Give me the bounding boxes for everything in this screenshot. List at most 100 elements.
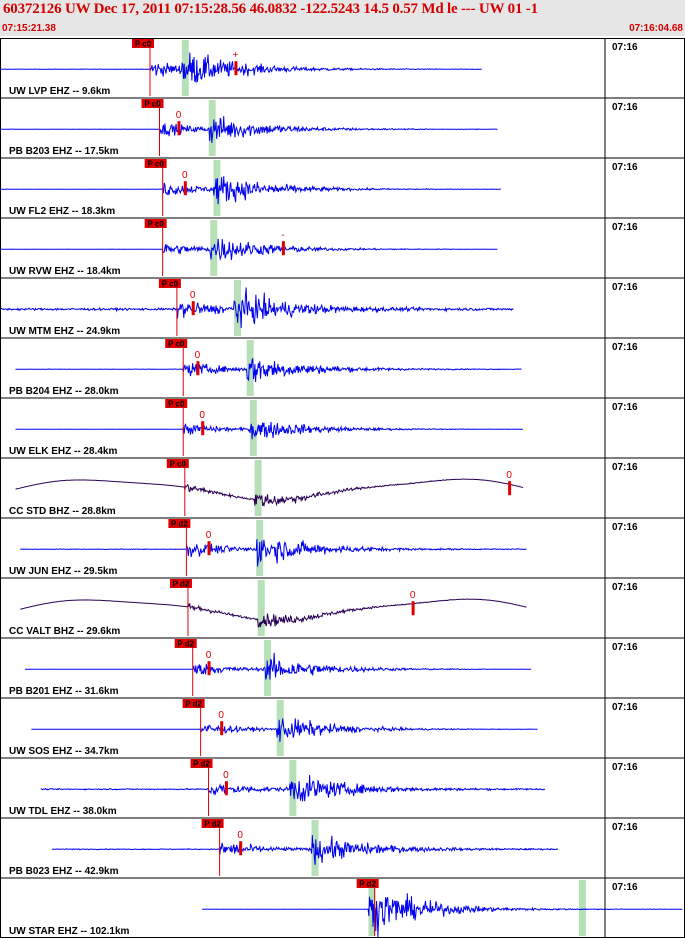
polarity-mark: 0 <box>506 470 512 481</box>
event-title: 60372126 UW Dec 17, 2011 07:15:28.56 46.… <box>3 1 538 17</box>
polarity-mark: - <box>281 230 284 241</box>
polarity-mark: + <box>233 50 239 61</box>
p-pick-label: P d2 <box>359 880 376 889</box>
station-label: UW SOS EHZ -- 34.7km <box>9 746 119 757</box>
p-pick-label: P c0 <box>147 160 164 169</box>
polarity-tick <box>281 241 285 256</box>
polarity-tick <box>183 181 187 196</box>
p-pick-label: P d2 <box>171 520 188 529</box>
polarity-tick <box>239 841 243 856</box>
station-label: UW ELK EHZ -- 28.4km <box>9 446 117 457</box>
minute-label: 07:16 <box>612 282 638 293</box>
minute-label: 07:16 <box>612 462 638 473</box>
p-pick-flag <box>144 219 167 228</box>
waveform-trace <box>0 238 498 261</box>
minute-label: 07:16 <box>612 702 638 713</box>
minute-label: 07:16 <box>612 522 638 533</box>
swave-window <box>578 880 586 936</box>
waveform-trace <box>15 358 522 383</box>
polarity-tick <box>411 601 415 616</box>
waveform-trace <box>51 834 559 865</box>
minute-label: 07:16 <box>612 882 638 893</box>
station-label: CC VALT BHZ -- 29.6km <box>9 626 120 637</box>
waveform-trace <box>40 774 546 802</box>
p-pick-label: P c0 <box>168 340 185 349</box>
p-pick-flag <box>132 39 154 48</box>
station-label: UW FL2 EHZ -- 18.3km <box>9 206 115 217</box>
plot-frame <box>0 38 685 938</box>
p-pick-flag <box>356 879 379 888</box>
polarity-mark: 0 <box>199 410 205 421</box>
polarity-tick <box>201 421 205 436</box>
polarity-mark: 0 <box>206 530 212 541</box>
waveform-trace <box>0 116 498 143</box>
polarity-mark: 0 <box>218 710 224 721</box>
station-label: UW MTM EHZ -- 24.9km <box>9 326 120 337</box>
minute-label: 07:16 <box>612 642 638 653</box>
swave-window <box>311 820 319 876</box>
waveform-trace <box>20 598 527 628</box>
polarity-mark: 0 <box>182 170 188 181</box>
p-pick-label: P c0 <box>170 460 187 469</box>
station-label: PB B203 EHZ -- 17.5km <box>9 146 119 157</box>
minute-label: 07:16 <box>612 762 638 773</box>
station-label: PB B204 EHZ -- 28.0km <box>9 386 119 397</box>
polarity-mark: 0 <box>223 770 229 781</box>
p-pick-flag <box>174 639 197 648</box>
waveform-trace <box>15 478 524 508</box>
polarity-mark: 0 <box>195 350 201 361</box>
end-time: 07:16:04.68 <box>629 23 683 34</box>
minute-label: 07:16 <box>612 42 638 53</box>
p-pick-label: P d2 <box>185 700 202 709</box>
polarity-tick <box>196 361 200 376</box>
minute-label: 07:16 <box>612 822 638 833</box>
p-pick-flag <box>158 279 181 288</box>
swave-window <box>181 40 189 96</box>
station-label: PB B023 EHZ -- 42.9km <box>9 866 119 877</box>
p-pick-flag <box>190 759 213 768</box>
p-pick-flag <box>201 819 224 828</box>
polarity-mark: 0 <box>237 830 243 841</box>
minute-label: 07:16 <box>612 102 638 113</box>
p-pick-label: P c0 <box>144 100 161 109</box>
p-pick-flag <box>169 579 192 588</box>
station-label: UW JUN EHZ -- 29.5km <box>9 566 117 577</box>
minute-label: 07:16 <box>612 222 638 233</box>
p-pick-flag <box>141 99 164 108</box>
polarity-tick <box>207 661 211 676</box>
waveform-trace <box>31 718 538 743</box>
p-pick-flag <box>144 159 167 168</box>
polarity-mark: 0 <box>410 590 416 601</box>
swave-window <box>208 100 216 156</box>
polarity-tick <box>224 781 228 796</box>
start-time: 07:15:21.38 <box>2 23 56 34</box>
polarity-mark: 0 <box>190 290 196 301</box>
polarity-tick <box>177 121 181 136</box>
waveform-trace <box>202 893 683 938</box>
waveform-trace <box>25 652 532 680</box>
waveform-trace <box>0 287 514 329</box>
p-pick-label: P c0 <box>168 400 185 409</box>
p-pick-label: P c0 <box>162 280 179 289</box>
polarity-tick <box>207 541 211 556</box>
minute-label: 07:16 <box>612 402 638 413</box>
p-pick-label: P d2 <box>193 760 210 769</box>
p-pick-flag <box>168 519 191 528</box>
swave-window <box>257 580 265 636</box>
waveform-trace <box>20 539 527 567</box>
p-pick-flag <box>165 399 188 408</box>
waveform-trace <box>15 421 524 440</box>
waveform-trace <box>0 52 482 83</box>
p-pick-label: P d2 <box>173 580 190 589</box>
p-pick-flag <box>165 339 188 348</box>
station-label: CC STD BHZ -- 28.8km <box>9 506 116 517</box>
polarity-mark: 0 <box>176 110 182 121</box>
station-label: UW STAR EHZ -- 102.1km <box>9 926 129 937</box>
p-pick-flag <box>166 459 189 468</box>
station-label: UW TDL EHZ -- 38.0km <box>9 806 117 817</box>
header-bar: 60372126 UW Dec 17, 2011 07:15:28.56 46.… <box>0 0 685 36</box>
swave-window <box>234 280 242 336</box>
p-pick-label: P d2 <box>177 640 194 649</box>
minute-label: 07:16 <box>612 342 638 353</box>
polarity-tick <box>220 721 224 736</box>
